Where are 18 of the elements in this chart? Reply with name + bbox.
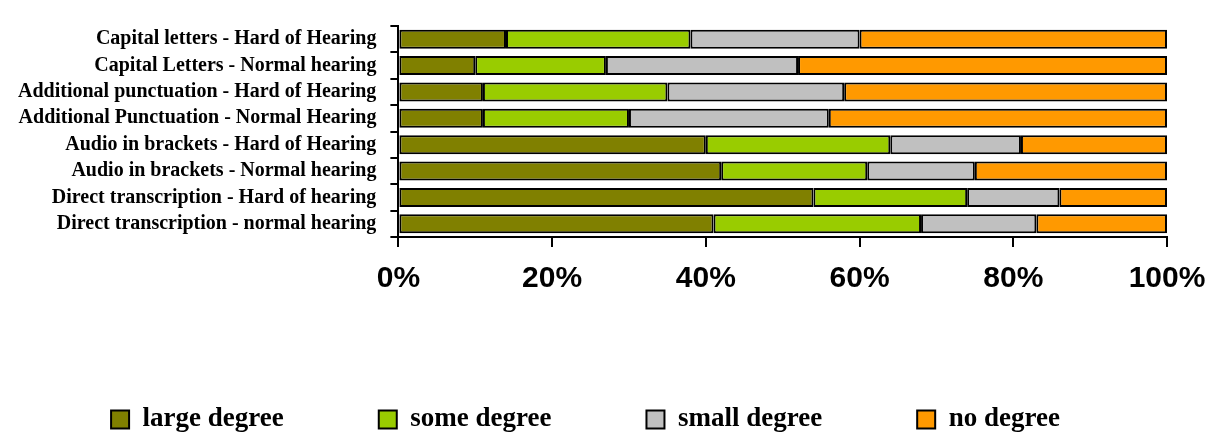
y-tick-label: Audio in brackets - Normal hearing bbox=[71, 158, 377, 182]
x-tick-label: 60% bbox=[829, 260, 890, 294]
x-tick-label: 0% bbox=[376, 260, 421, 294]
legend-label: no degree bbox=[948, 402, 1060, 433]
x-tick-label: 40% bbox=[675, 260, 736, 294]
y-tick-label: Additional Punctuation - Normal Hearing bbox=[18, 105, 377, 129]
y-tick-label: Capital letters - Hard of Hearing bbox=[95, 26, 377, 50]
y-tick-label: Additional punctuation - Hard of Hearing bbox=[17, 79, 377, 103]
legend-label: some degree bbox=[410, 402, 552, 433]
legend-label: large degree bbox=[142, 402, 284, 433]
x-tick-label: 20% bbox=[522, 260, 583, 294]
x-tick-label: 80% bbox=[983, 260, 1044, 294]
y-tick-label: Direct transcription - Hard of hearing bbox=[51, 184, 377, 208]
x-tick-label: 100% bbox=[1128, 260, 1206, 294]
y-tick-label: Direct transcription - normal hearing bbox=[56, 210, 377, 234]
y-tick-label: Audio in brackets - Hard of Hearing bbox=[65, 131, 377, 155]
legend-label: small degree bbox=[677, 402, 823, 433]
y-tick-label: Capital Letters - Normal hearing bbox=[94, 52, 377, 76]
